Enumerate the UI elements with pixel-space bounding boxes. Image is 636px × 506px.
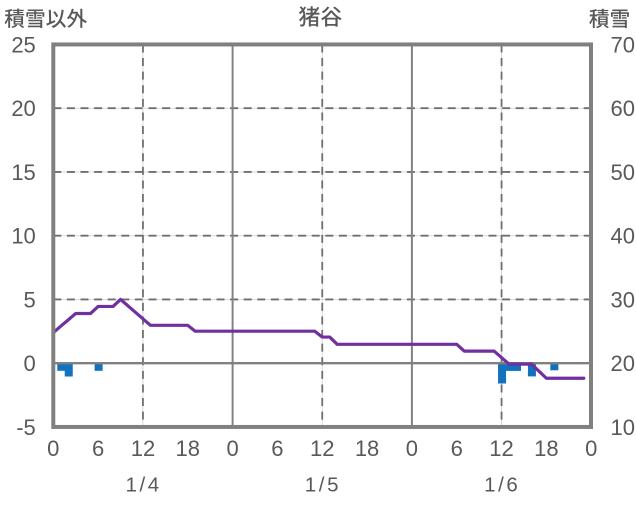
svg-text:20: 20	[11, 96, 35, 121]
svg-text:30: 30	[611, 287, 635, 312]
svg-text:0: 0	[47, 436, 59, 461]
svg-text:15: 15	[11, 160, 35, 185]
svg-text:5: 5	[24, 287, 36, 312]
svg-text:40: 40	[611, 224, 635, 249]
svg-text:6: 6	[451, 436, 463, 461]
svg-text:0: 0	[406, 436, 418, 461]
svg-text:18: 18	[534, 436, 558, 461]
svg-text:18: 18	[355, 436, 379, 461]
svg-text:0: 0	[585, 436, 597, 461]
svg-text:6: 6	[92, 436, 104, 461]
svg-text:12: 12	[131, 436, 155, 461]
svg-text:60: 60	[611, 96, 635, 121]
svg-text:6: 6	[271, 436, 283, 461]
svg-text:50: 50	[611, 160, 635, 185]
svg-text:1/4: 1/4	[125, 474, 161, 497]
svg-text:25: 25	[11, 32, 35, 57]
svg-text:18: 18	[176, 436, 200, 461]
svg-text:1/5: 1/5	[305, 474, 341, 497]
svg-text:20: 20	[611, 351, 635, 376]
svg-text:10: 10	[611, 415, 635, 440]
svg-text:-5: -5	[16, 415, 36, 440]
svg-text:0: 0	[226, 436, 238, 461]
svg-text:70: 70	[611, 32, 635, 57]
svg-text:12: 12	[310, 436, 334, 461]
svg-text:12: 12	[489, 436, 513, 461]
svg-text:10: 10	[11, 224, 35, 249]
svg-text:1/6: 1/6	[484, 474, 520, 497]
svg-text:0: 0	[24, 351, 36, 376]
